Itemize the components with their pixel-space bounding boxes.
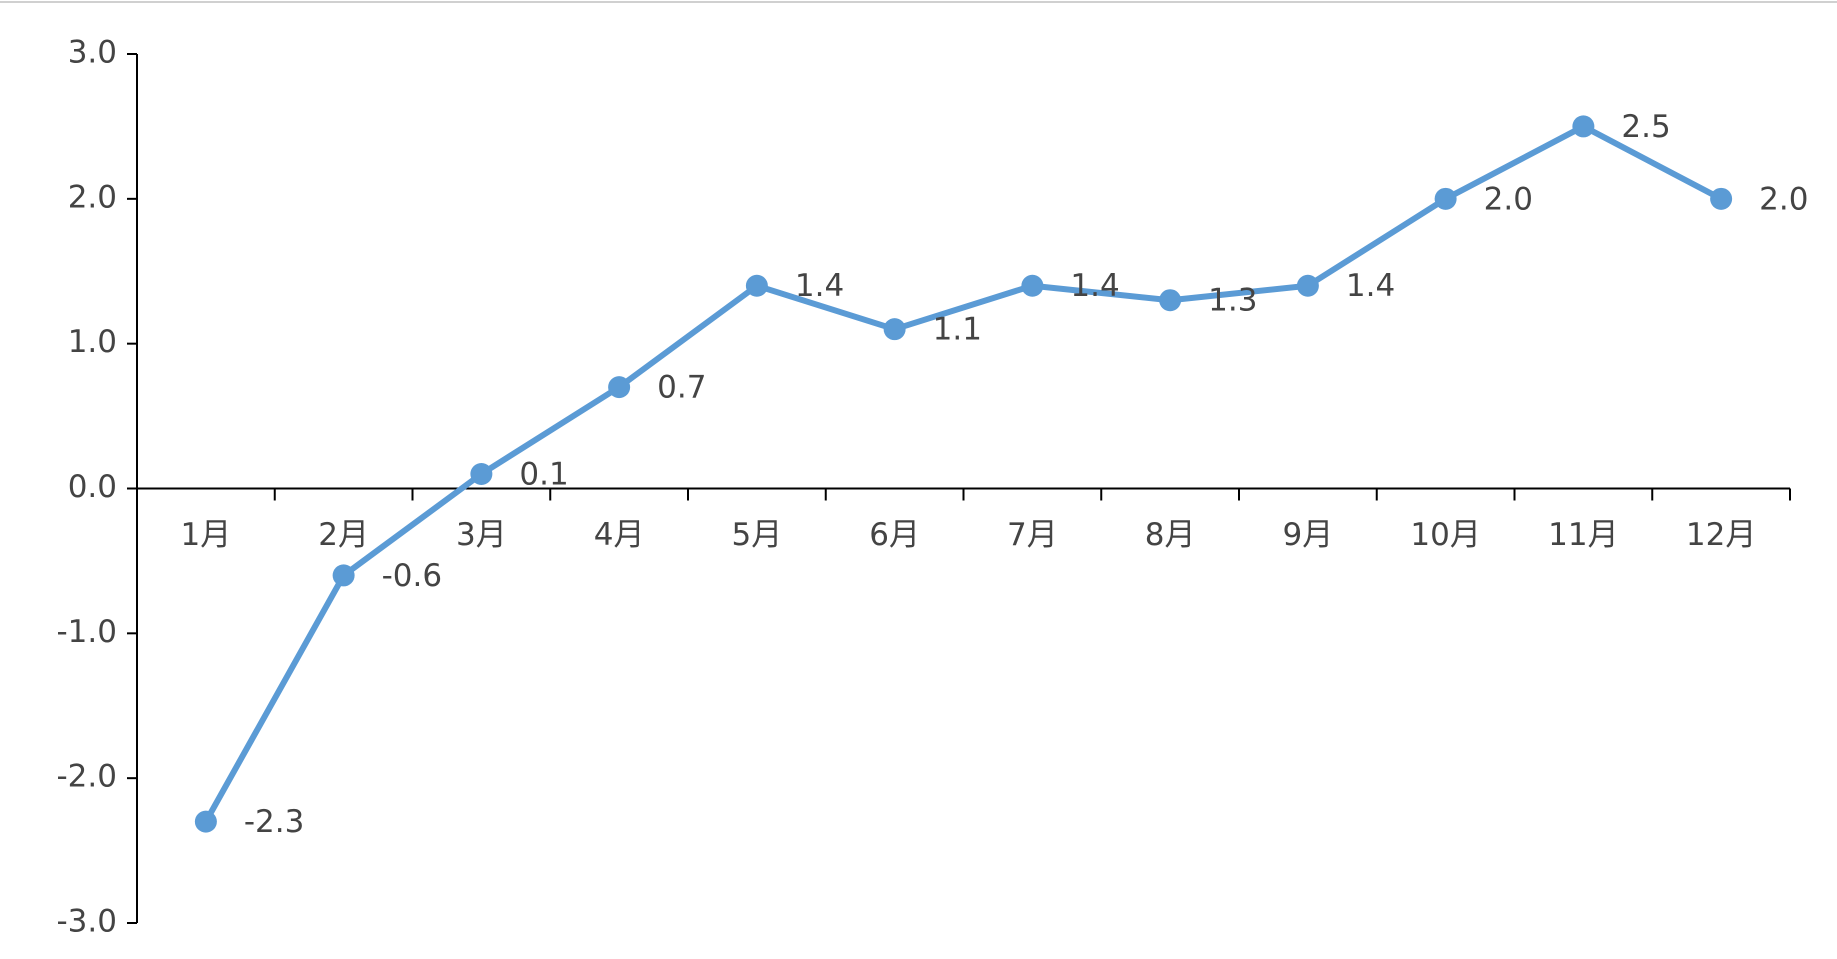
x-tick-label: 7月 xyxy=(1007,517,1058,553)
marker xyxy=(1572,115,1595,138)
x-tick-label: 6月 xyxy=(869,517,920,553)
x-tick-label: 4月 xyxy=(594,517,645,553)
marker xyxy=(1296,274,1319,297)
x-tick-label: 11月 xyxy=(1548,517,1618,553)
y-tick-label: -1.0 xyxy=(57,614,118,650)
data-label: 2.5 xyxy=(1621,109,1670,145)
data-label: 2.0 xyxy=(1759,181,1808,217)
data-label: 0.7 xyxy=(657,370,706,406)
data-label: 1.4 xyxy=(795,268,844,304)
x-tick-label: 9月 xyxy=(1283,517,1334,553)
marker xyxy=(1159,289,1182,312)
marker xyxy=(1021,274,1044,297)
data-label: 0.1 xyxy=(519,457,568,493)
marker xyxy=(1434,187,1457,210)
data-label: -2.3 xyxy=(244,804,305,840)
x-tick-label: 12月 xyxy=(1686,517,1756,553)
marker xyxy=(194,810,217,833)
x-tick-label: 10月 xyxy=(1410,517,1480,553)
marker xyxy=(883,318,906,341)
y-tick-label: -3.0 xyxy=(57,904,118,940)
y-tick-label: 2.0 xyxy=(68,179,117,215)
marker xyxy=(332,564,355,587)
data-label: 1.4 xyxy=(1070,268,1119,304)
x-tick-label: 2月 xyxy=(318,517,369,553)
data-label: 1.3 xyxy=(1208,283,1257,319)
data-label: 1.4 xyxy=(1346,268,1395,304)
line xyxy=(203,123,1723,824)
marker xyxy=(608,376,631,399)
marker xyxy=(745,274,768,297)
data-label: 1.1 xyxy=(933,312,982,348)
marker xyxy=(470,463,493,486)
marker xyxy=(1710,187,1733,210)
y-tick-label: -2.0 xyxy=(57,759,118,795)
y-tick-label: 1.0 xyxy=(68,324,117,360)
x-tick-label: 1月 xyxy=(181,517,232,553)
data-label: 2.0 xyxy=(1484,181,1533,217)
x-tick-label: 5月 xyxy=(732,517,783,553)
x-tick-label: 3月 xyxy=(456,517,507,553)
x-tick-label: 8月 xyxy=(1145,517,1196,553)
data-label: -0.6 xyxy=(382,558,443,594)
y-tick-label: 3.0 xyxy=(68,35,117,71)
y-tick-label: 0.0 xyxy=(68,469,117,505)
